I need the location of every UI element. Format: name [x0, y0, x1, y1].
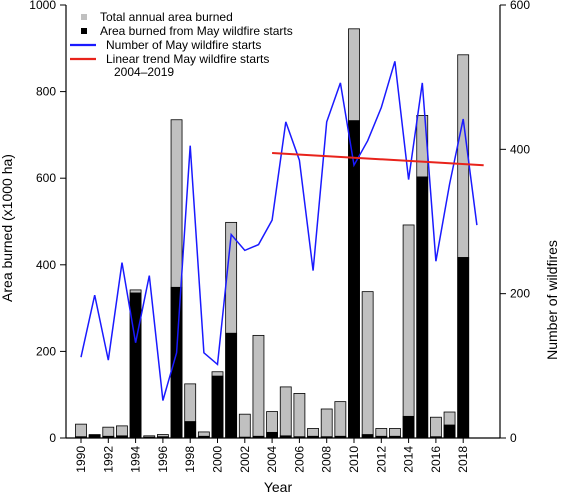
- x-tick-label: 2012: [374, 446, 388, 473]
- may-area-bars: [75, 120, 470, 439]
- right-tick-label: 400: [510, 142, 530, 156]
- may-area-bar: [211, 375, 224, 439]
- total-area-bar: [334, 401, 347, 439]
- left-tick-label: 200: [36, 344, 56, 358]
- x-tick-label: 1990: [74, 446, 88, 473]
- total-area-bar: [402, 224, 415, 439]
- x-tick-label: 1996: [156, 446, 170, 473]
- x-axis-label: Year: [264, 479, 293, 495]
- legend-swatch: [81, 14, 87, 20]
- total-area-bar: [361, 291, 374, 439]
- may-area-bar: [416, 176, 429, 439]
- may-area-bar: [184, 421, 197, 439]
- right-tick-label: 600: [510, 0, 530, 12]
- y-axis-left-label: Area burned (x1000 ha): [0, 154, 15, 302]
- may-area-bar: [443, 424, 456, 439]
- legend-swatch: [81, 28, 87, 34]
- total-area-bar: [320, 408, 333, 439]
- trend-line: [272, 151, 484, 167]
- left-tick-label: 600: [36, 171, 56, 185]
- x-tick-label: 2008: [320, 446, 334, 473]
- may-area-bar: [170, 286, 183, 439]
- total-area-bar: [293, 393, 306, 439]
- x-tick-label: 2002: [238, 446, 252, 473]
- x-tick-label: 2000: [211, 446, 225, 473]
- may-area-bar: [348, 120, 360, 439]
- x-tick-label: 2006: [292, 446, 306, 473]
- total-area-bar: [279, 386, 292, 439]
- x-axis-ticks: 1990 1992 1994 1996 1998 2000 2002 2004 2006 2008…: [74, 438, 470, 473]
- may-starts-line: [80, 61, 478, 401]
- legend-label: Area burned from May wildfire starts: [100, 24, 293, 38]
- legend-label: Total annual area burned: [100, 10, 233, 24]
- legend-label: 2004–2019: [114, 65, 174, 79]
- x-tick-label: 2014: [402, 446, 416, 473]
- may-area-bar: [129, 292, 142, 439]
- right-tick-label: 200: [510, 287, 530, 301]
- may-area-bar: [457, 257, 470, 439]
- right-axis-ticks: 0 200 400 600: [500, 0, 530, 445]
- x-tick-label: 1992: [101, 446, 115, 473]
- left-axis-ticks: 0 200 400 600 800 1000: [29, 0, 66, 445]
- may-area-bar: [402, 415, 415, 439]
- total-area-bar: [238, 413, 251, 439]
- left-tick-label: 1000: [29, 0, 56, 12]
- legend-label: Linear trend May wildfire starts: [106, 52, 269, 66]
- x-tick-label: 1994: [129, 446, 143, 473]
- left-tick-label: 0: [49, 431, 56, 445]
- may-area-bar: [266, 431, 279, 439]
- legend-label: Number of May wildfire starts: [106, 38, 261, 52]
- left-tick-label: 800: [36, 85, 56, 99]
- x-tick-label: 2004: [265, 446, 279, 473]
- total-area-bar: [75, 423, 87, 439]
- y-axis-right-label: Number of wildfires: [544, 240, 560, 360]
- may-area-bar: [225, 332, 238, 439]
- total-area-bar: [429, 416, 442, 439]
- x-tick-label: 2010: [347, 446, 361, 473]
- right-tick-label: 0: [510, 431, 517, 445]
- x-tick-label: 1998: [183, 446, 197, 473]
- left-tick-label: 400: [36, 258, 56, 272]
- x-tick-label: 2016: [429, 446, 443, 473]
- total-area-bar: [252, 334, 265, 439]
- x-tick-label: 2018: [456, 446, 470, 473]
- axes: [65, 5, 501, 439]
